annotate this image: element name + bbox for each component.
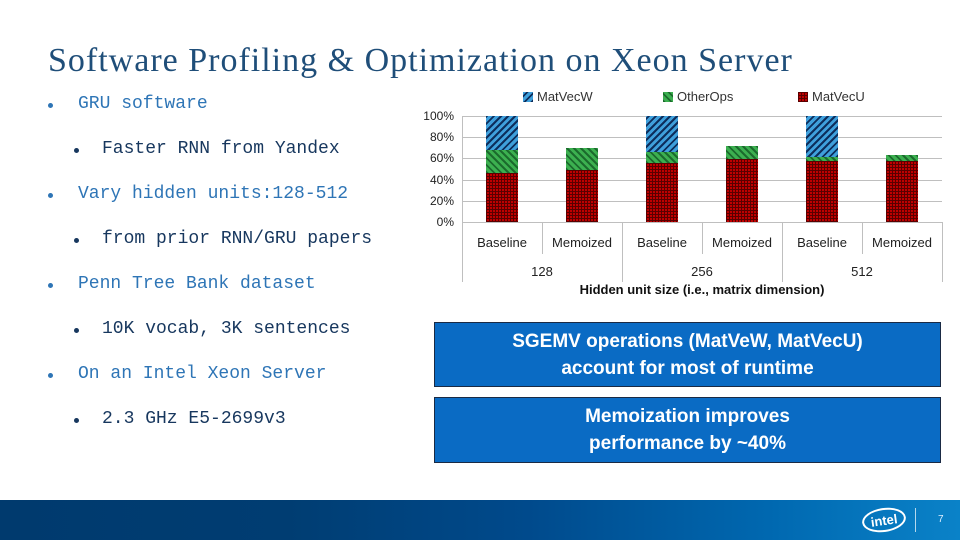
y-tick-label: 40% bbox=[429, 172, 454, 187]
category-label: Baseline bbox=[477, 235, 527, 250]
category-label: Memoized bbox=[872, 235, 932, 250]
group-label: 512 bbox=[851, 264, 873, 279]
y-tick-label: 60% bbox=[429, 151, 454, 166]
stacked-bar bbox=[806, 116, 838, 222]
gridline bbox=[462, 137, 942, 139]
axis-divider bbox=[782, 222, 783, 282]
bar-segment-matvecu bbox=[646, 162, 678, 222]
legend-item-otherops: OtherOps bbox=[663, 89, 733, 104]
plot-area: 0% 20% 40% 60% 80% 100% bbox=[423, 109, 942, 229]
bar-segment-matvecw bbox=[806, 116, 838, 158]
x-axis: Baseline Memoized Baseline Memoized Baseline… bbox=[462, 222, 943, 282]
y-tick-label: 20% bbox=[429, 193, 454, 208]
bullet-dot-icon bbox=[74, 148, 79, 153]
bullet-dot-icon bbox=[74, 418, 79, 423]
group-label: 128 bbox=[531, 264, 553, 279]
gridline bbox=[462, 158, 942, 160]
stacked-bar bbox=[486, 116, 518, 222]
gridline bbox=[462, 200, 942, 202]
stacked-bar bbox=[726, 145, 758, 222]
bar-segment-otherops bbox=[566, 147, 598, 171]
bullet-dot-icon bbox=[48, 373, 53, 378]
legend-swatch-icon bbox=[663, 91, 673, 102]
bar-segment-matvecu bbox=[886, 160, 918, 222]
bar-segment-otherops bbox=[486, 149, 518, 174]
stacked-bar bbox=[566, 147, 598, 222]
legend-swatch-icon bbox=[798, 91, 808, 102]
bar-segment-matvecu bbox=[486, 173, 518, 222]
category-label: Baseline bbox=[797, 235, 847, 250]
x-axis-label: Hidden unit size (i.e., matrix dimension… bbox=[579, 282, 825, 297]
group-label: 256 bbox=[691, 264, 713, 279]
bar-segment-matvecu bbox=[566, 170, 598, 222]
bar-segment-matvecu bbox=[726, 159, 758, 222]
bullet-dot-icon bbox=[74, 328, 79, 333]
y-tick-label: 0% bbox=[436, 215, 454, 229]
category-label: Memoized bbox=[712, 235, 772, 250]
page-number: 7 bbox=[938, 514, 944, 525]
bar-segment-matvecw bbox=[646, 116, 678, 153]
bar-segment-otherops bbox=[886, 155, 918, 161]
legend-item-matvecu: MatVecU bbox=[798, 89, 865, 104]
axis-divider bbox=[622, 222, 623, 282]
chart-legend: MatVecW OtherOps MatVecU bbox=[405, 89, 955, 107]
y-tick-label: 100% bbox=[423, 109, 454, 123]
stacked-bar bbox=[646, 116, 678, 222]
category-label: Baseline bbox=[637, 235, 687, 250]
legend-swatch-icon bbox=[523, 91, 533, 102]
bullet-dot-icon bbox=[48, 103, 53, 108]
bullet-dot-icon bbox=[48, 193, 53, 198]
bar-segment-matvecu bbox=[806, 160, 838, 222]
footer-bar bbox=[0, 500, 960, 540]
bar-segment-otherops bbox=[806, 157, 838, 161]
y-axis-line bbox=[462, 116, 463, 222]
gridline bbox=[462, 116, 942, 117]
axis-divider bbox=[942, 222, 943, 282]
y-tick-label: 80% bbox=[429, 130, 454, 145]
gridline bbox=[462, 179, 942, 181]
bullet-dot-icon bbox=[74, 238, 79, 243]
bar-segment-otherops bbox=[726, 145, 758, 160]
axis-divider bbox=[702, 222, 703, 254]
category-label: Memoized bbox=[552, 235, 612, 250]
stacked-bar bbox=[886, 155, 918, 222]
axis-divider bbox=[862, 222, 863, 254]
legend-item-matvecw: MatVecW bbox=[523, 89, 593, 104]
slide-title: Software Profiling & Optimization on Xeo… bbox=[48, 42, 793, 79]
axis-divider bbox=[462, 222, 463, 282]
bar-segment-matvecw bbox=[486, 116, 518, 150]
bullet-dot-icon bbox=[48, 283, 53, 288]
axis-divider bbox=[542, 222, 543, 254]
footer-divider bbox=[915, 508, 916, 532]
callout-memoization: Memoization improves performance by ~40% bbox=[434, 397, 941, 463]
bar-segment-otherops bbox=[646, 152, 678, 163]
callout-sgemv: SGEMV operations (MatVeW, MatVecU) accou… bbox=[434, 322, 941, 387]
stacked-bar-chart: MatVecW OtherOps MatVecU 0% 20% 40% 60% 80% 1… bbox=[405, 86, 955, 306]
